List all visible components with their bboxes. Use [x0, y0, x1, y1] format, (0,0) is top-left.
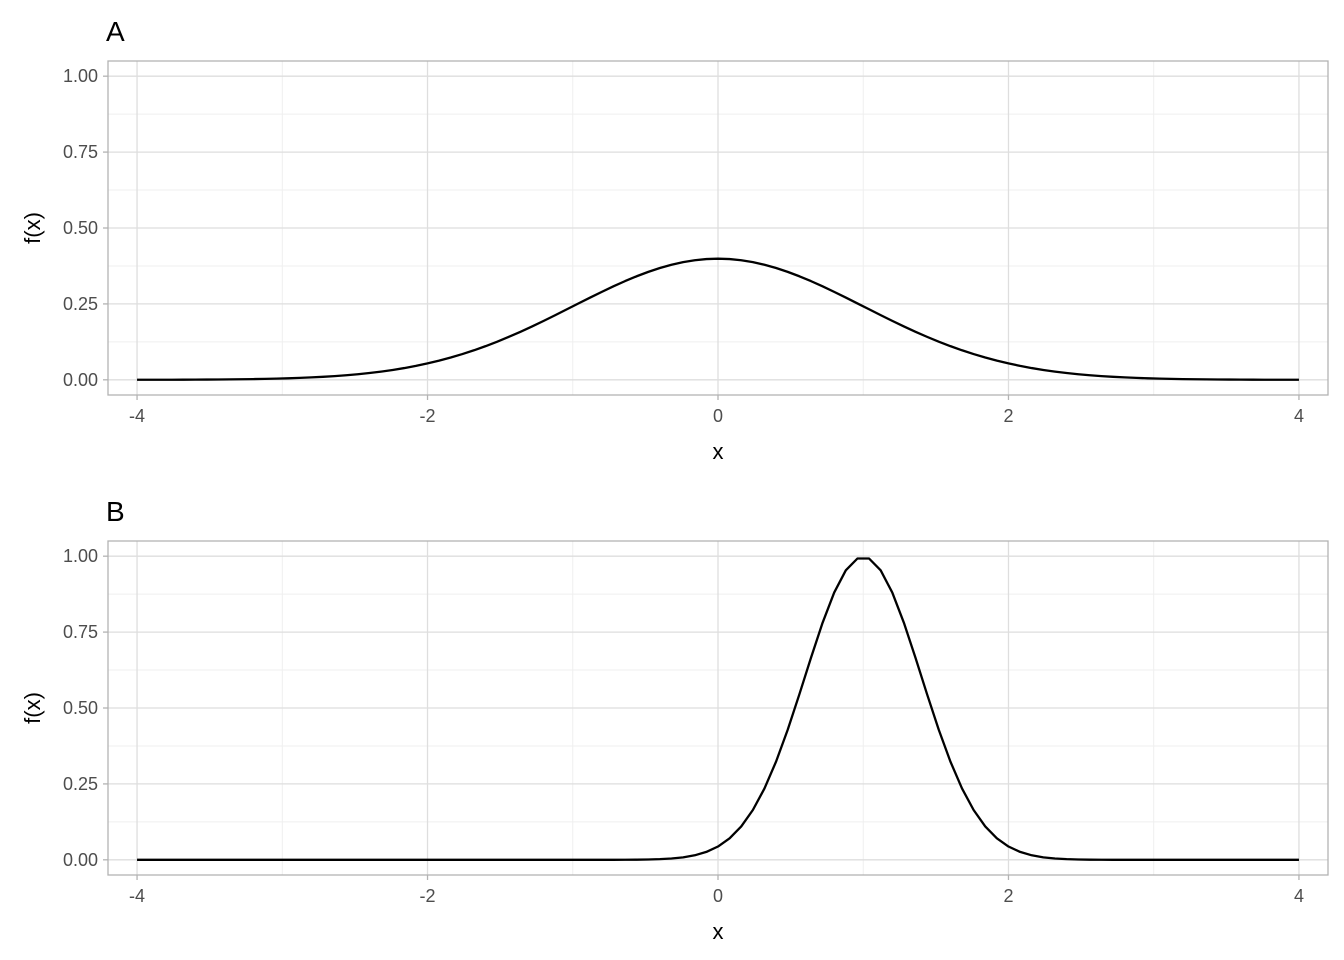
x-tick-label: 0 [713, 886, 723, 906]
panel-tag: B [106, 496, 125, 527]
y-tick-label: 0.50 [63, 218, 98, 238]
y-axis-title: f(x) [20, 212, 45, 244]
x-tick-label: -4 [129, 886, 145, 906]
y-tick-label: 0.25 [63, 294, 98, 314]
y-tick-label: 0.75 [63, 142, 98, 162]
x-tick-label: 4 [1294, 886, 1304, 906]
x-tick-label: 2 [1003, 406, 1013, 426]
panel-tag: A [106, 16, 125, 47]
y-axis-title: f(x) [20, 692, 45, 724]
y-tick-label: 0.00 [63, 370, 98, 390]
density-curve [137, 557, 1299, 861]
y-tick-label: 1.00 [63, 66, 98, 86]
x-tick-label: 0 [713, 406, 723, 426]
x-tick-label: -2 [420, 886, 436, 906]
y-tick-label: 0.25 [63, 774, 98, 794]
x-tick-label: 4 [1294, 406, 1304, 426]
x-tick-label: -4 [129, 406, 145, 426]
panel-border [107, 60, 1329, 396]
x-tick-label: -2 [420, 406, 436, 426]
y-tick-label: 0.75 [63, 622, 98, 642]
y-tick-label: 0.00 [63, 850, 98, 870]
panel-B: -4 -2 0 2 4 0.00 0.25 0.50 0.75 1.00 x f(x) B [20, 496, 1329, 944]
y-tick-label: 0.50 [63, 698, 98, 718]
x-tick-label: 2 [1003, 886, 1013, 906]
density-curve [137, 257, 1299, 381]
y-tick-label: 1.00 [63, 546, 98, 566]
x-axis-title: x [713, 919, 724, 944]
panel-A: -4 -2 0 2 4 0.00 0.25 0.50 0.75 1.00 x f(x) A [20, 16, 1329, 464]
panel-border [107, 540, 1329, 876]
x-axis-title: x [713, 439, 724, 464]
